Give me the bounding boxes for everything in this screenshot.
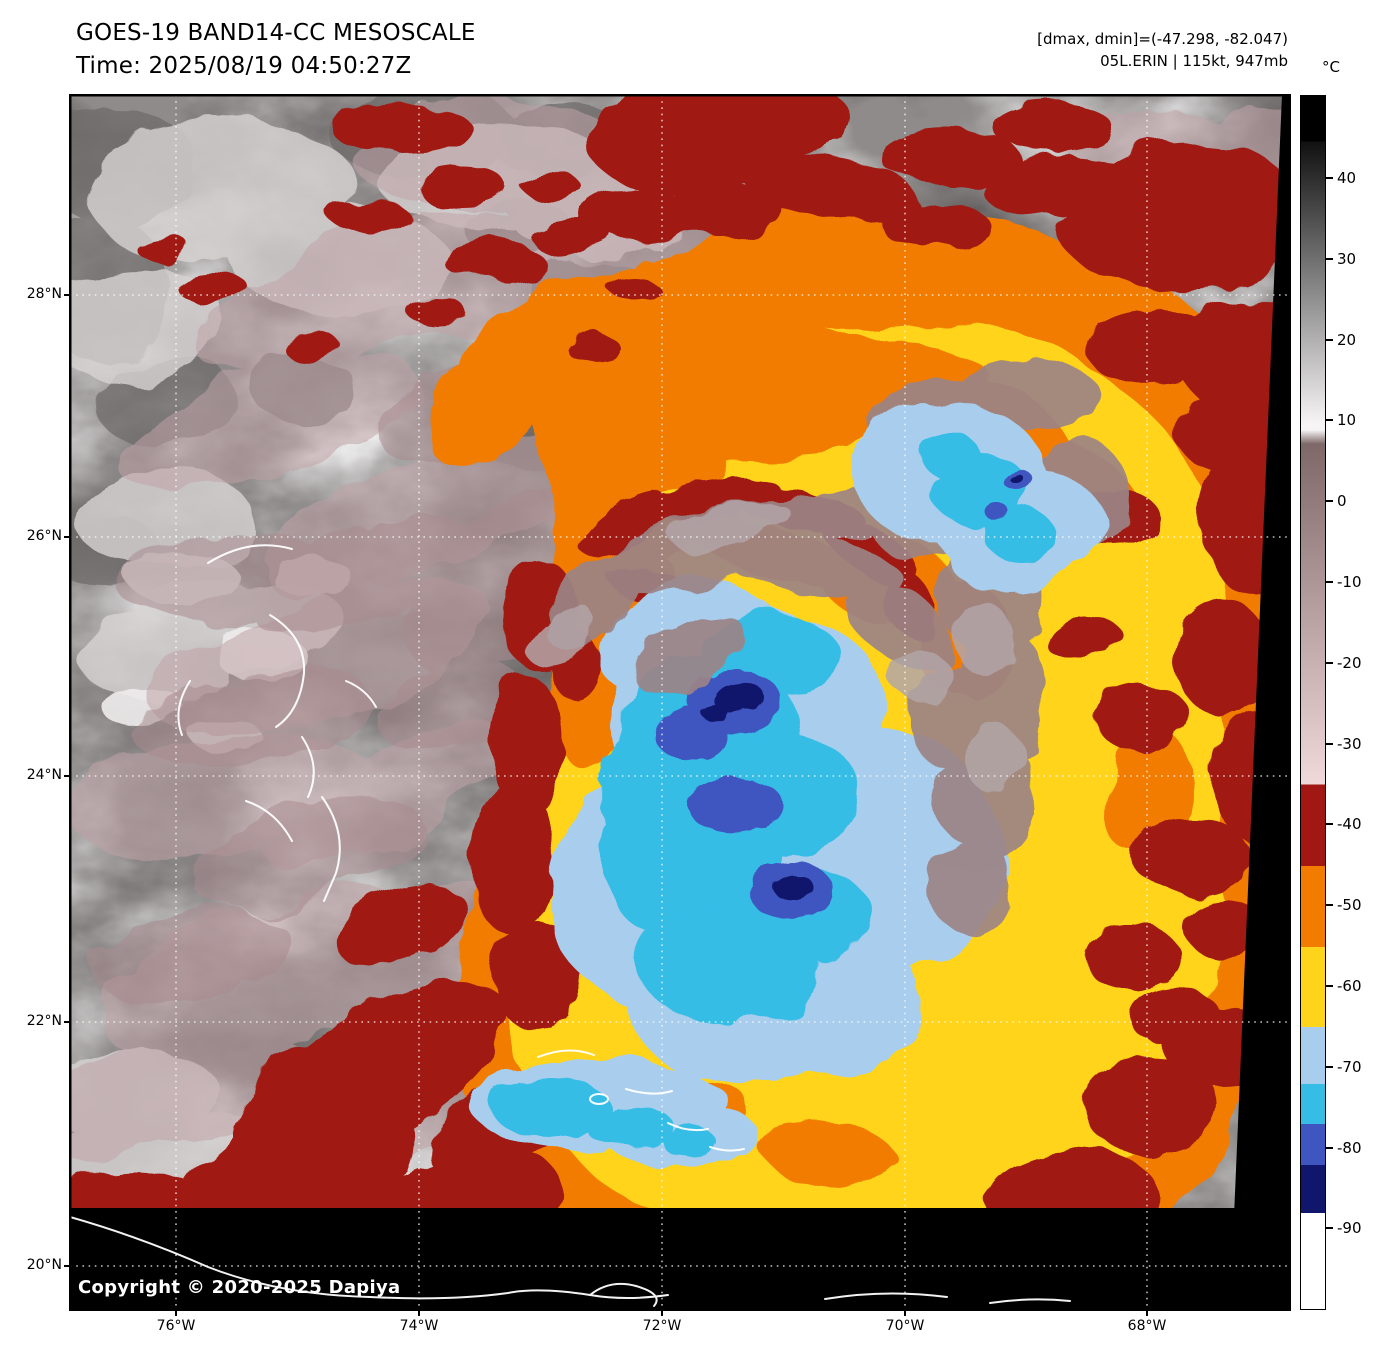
figure-title: GOES-19 BAND14-CC MESOSCALE [76,20,476,46]
colorbar-tick [1326,419,1333,421]
colorbar-tick-label: 0 [1337,492,1347,510]
lon-axis-tick [1146,1310,1148,1316]
lon-axis-tick [418,1310,420,1316]
colorbar-unit-label: °C [1322,58,1340,76]
coastlines [70,544,1071,1307]
colorbar-tick-label: 30 [1337,250,1357,268]
lat-axis-tick [64,294,70,296]
storm-status-readout: 05L.ERIN | 115kt, 947mb [1100,52,1288,70]
colorbar-tick-label: -50 [1337,896,1362,914]
colorbar-tick-label: -90 [1337,1219,1362,1237]
colorbar-tick-label: 40 [1337,169,1357,187]
lat-tick-label: 28°N [26,286,62,302]
cold-core-navy [702,680,813,901]
colorbar-tick-label: -80 [1337,1139,1362,1157]
lat-tick-label: 20°N [26,1257,62,1273]
colorbar-tick [1326,1066,1333,1068]
colorbar-tick [1326,500,1333,502]
colorbar-tick-label: -30 [1337,735,1362,753]
lon-tick-label: 74°W [399,1318,439,1334]
southern-cold-patch [470,1059,760,1165]
scan-edge-black [70,95,1290,1310]
colorbar-tick-label: 20 [1337,331,1357,349]
colorbar-tick-label: -70 [1337,1058,1362,1076]
lon-tick-label: 70°W [885,1318,925,1334]
colorbar-tick [1326,985,1333,987]
colorbar-tick-label: -60 [1337,977,1362,995]
dmax-dmin-readout: [dmax, dmin]=(-47.298, -82.047) [1037,30,1288,48]
lat-tick-label: 22°N [26,1013,62,1029]
colorbar-tick-label: -20 [1337,654,1362,672]
lon-axis-tick [175,1310,177,1316]
colorbar-tick-label: -10 [1337,573,1362,591]
colorbar-tick [1326,662,1333,664]
lat-axis-tick [64,1021,70,1023]
colorbar-tick [1326,258,1333,260]
colorbar-tick [1326,339,1333,341]
satellite-map [69,94,1291,1311]
lon-tick-label: 76°W [156,1318,196,1334]
colorbar-tick [1326,177,1333,179]
satellite-image [70,95,1290,1310]
lon-tick-label: 68°W [1127,1318,1167,1334]
colorbar-tick [1326,1227,1333,1229]
colorbar-tick [1326,743,1333,745]
copyright-watermark: Copyright © 2020-2025 Dapiya [78,1277,401,1298]
colorbar-tick-label: -40 [1337,815,1362,833]
lon-axis-tick [661,1310,663,1316]
colorbar-tick [1326,823,1333,825]
lat-axis-tick [64,1265,70,1267]
lon-axis-tick [904,1310,906,1316]
colorbar-tick [1326,904,1333,906]
lat-axis-tick [64,775,70,777]
colorbar-tick [1326,581,1333,583]
colorbar-tick [1326,1147,1333,1149]
timestamp: Time: 2025/08/19 04:50:27Z [76,53,412,79]
colorbar-tick-label: 10 [1337,411,1357,429]
lat-tick-label: 24°N [26,767,62,783]
secondary-cold-patch [855,402,1105,593]
lon-tick-label: 72°W [642,1318,682,1334]
plot-frame [70,95,1290,1310]
data-gap-black-band [70,1208,1290,1310]
colorbar [1300,95,1326,1310]
lat-tick-label: 26°N [26,528,62,544]
lat-axis-tick [64,536,70,538]
